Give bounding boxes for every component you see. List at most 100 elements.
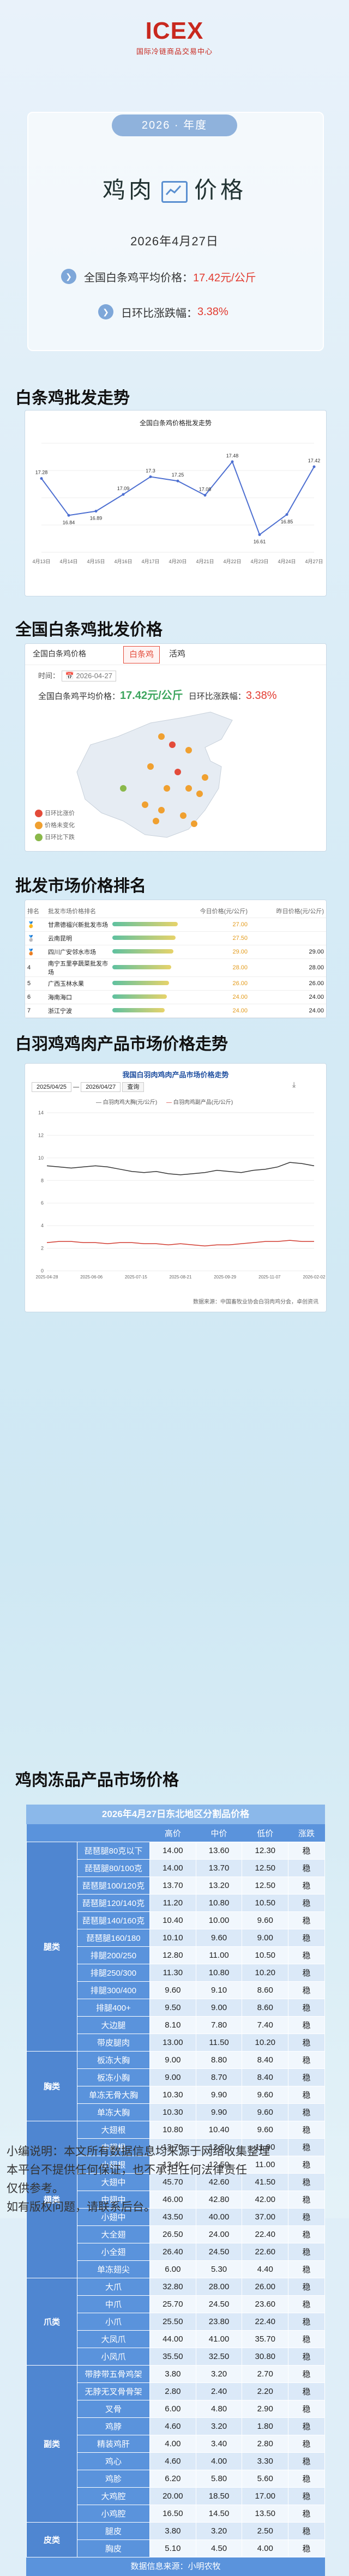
category-cell: 胸类 (26, 2051, 77, 2121)
price-cell: 稳 (288, 2034, 325, 2052)
wf-y-tick: 8 (41, 1178, 44, 1183)
download-icon[interactable]: ⤓ (292, 1080, 296, 1089)
price-cell: 稳 (288, 2400, 325, 2418)
price-cell: 25.70 (149, 2295, 196, 2313)
price-cell: 稳 (288, 2522, 325, 2540)
price-cell: 稳 (288, 2016, 325, 2034)
product-name-cell: 大鸡腔 (77, 2487, 150, 2505)
map-dot (185, 747, 192, 753)
price-cell: 3.20 (195, 2365, 243, 2383)
frozen-table-row: 单冻大胸 10.30 9.90 9.60 稳 (27, 2103, 325, 2121)
avg-price-row: ❯ 全国白条鸡平均价格： 17.42元/公斤 (61, 264, 256, 288)
price-cell: 3.20 (195, 2522, 243, 2540)
price-cell: 稳 (288, 2103, 325, 2121)
map-dot (174, 769, 181, 775)
price-cell: 5.10 (149, 2539, 196, 2557)
price-cell: 3.20 (195, 2417, 243, 2435)
product-name-cell: 琵琶腿140/160克 (77, 1911, 150, 1929)
product-name-cell: 单冻无骨大胸 (77, 2086, 150, 2104)
price-cell: 13.70 (149, 2138, 196, 2156)
price-cell: 20.00 (149, 2487, 196, 2505)
price-cell: 稳 (288, 2330, 325, 2348)
map-dot (202, 774, 208, 781)
product-name-cell: 琵琶腿120/140克 (77, 1894, 150, 1912)
whitefeather-source: 数据来源：中国畜牧业协会白羽肉鸡分会，卓创资讯 (193, 1299, 318, 1305)
price-cell: 稳 (288, 1999, 325, 2017)
trend-point (258, 533, 261, 536)
price-cell: 稳 (288, 1929, 325, 1947)
price-cell: 26.50 (149, 2225, 196, 2243)
price-cell: 稳 (288, 1964, 325, 1982)
product-name-cell: 大凤爪 (77, 2330, 150, 2348)
price-cell: 稳 (288, 1877, 325, 1895)
section-title-whitefeather: 白羽鸡鸡肉产品市场价格走势 (15, 1035, 228, 1053)
date-picker[interactable]: 📅 2026-04-27 (61, 671, 116, 681)
wf-x-tick: 2025-04-28 (36, 1275, 58, 1280)
price-cell: 25.50 (149, 2313, 196, 2331)
price-cell: 35.50 (149, 2348, 196, 2366)
avg-price-value: 17.42元/公斤 (193, 272, 256, 284)
price-cell: 稳 (288, 2243, 325, 2261)
trend-chart-card: 全国白条鸡价格批发走势 17.28 4月13日 16.84 4月14日 16.89 4月1… (25, 410, 327, 596)
date-range: 2025/04/25 — 2026/04/27 查询 (32, 1082, 145, 1092)
note-line-4: 如有版权问题，请联系后台。 (7, 2201, 155, 2213)
product-name-cell: 小鸡腔 (77, 2505, 150, 2523)
ranking-row: 6 海南海口 24.00 24.00 (25, 990, 326, 1004)
product-name-cell: 琵琶腿80/100克 (77, 1859, 150, 1877)
price-cell: 稳 (288, 2348, 325, 2366)
trend-x-tick: 4月23日 (250, 559, 268, 564)
price-cell: 稳 (288, 1894, 325, 1912)
price-cell: 12.50 (195, 2138, 243, 2156)
price-cell: 32.50 (195, 2348, 243, 2366)
frozen-table-row: 排腿250/300 11.30 10.80 10.20 稳 (27, 1964, 325, 1982)
tab-live-chicken[interactable]: 活鸡 (169, 649, 186, 659)
product-name-cell: 中爪 (77, 2295, 150, 2313)
frozen-table-row: 排腿200/250 12.80 11.00 10.50 稳 (27, 1946, 325, 1964)
date-to-input[interactable]: 2026/04/27 (81, 1082, 121, 1092)
note-line-2: 本平台不提供任何保证，也不承担任何法律责任 (7, 2164, 247, 2176)
price-cell: 22.40 (242, 2225, 289, 2243)
title-left: 鸡肉 (102, 177, 155, 203)
product-name-cell: 无脖无叉骨骨架 (77, 2382, 150, 2400)
title-right: 价格 (194, 177, 247, 203)
frozen-table-row: 琵琶腿100/120克 13.70 13.20 12.50 稳 (27, 1877, 325, 1895)
map-dot (180, 812, 186, 819)
wf-y-tick: 0 (41, 1268, 44, 1274)
tab-broiler[interactable]: 白条鸡 (123, 646, 160, 663)
price-cell: 3.40 (195, 2435, 243, 2453)
price-cell: 稳 (288, 2295, 325, 2313)
price-cell: 22.40 (242, 2313, 289, 2331)
price-cell: 30.80 (242, 2348, 289, 2366)
price-cell: 23.60 (242, 2295, 289, 2313)
price-cell: 22.60 (242, 2243, 289, 2261)
price-cell: 18.50 (195, 2487, 243, 2505)
wf-y-tick: 10 (38, 1155, 44, 1161)
price-cell: 8.40 (242, 2051, 289, 2069)
price-cell: 24.00 (195, 2225, 243, 2243)
map-legend: 日环比涨价 价格未变化 日环比下跌 (35, 807, 75, 843)
hero-date: 2026年4月27日 (130, 234, 219, 248)
price-cell: 稳 (288, 1842, 325, 1860)
price-cell: 10.50 (242, 1894, 289, 1912)
byproduct-price-line (46, 1240, 314, 1247)
frozen-table-caption: 2026年4月27日东北地区分割品价格 (26, 1805, 325, 1824)
query-button[interactable]: 查询 (122, 1082, 145, 1092)
product-name-cell: 琵琶腿80克以下 (77, 1842, 150, 1860)
chevron-right-icon: ❯ (98, 304, 113, 319)
price-cell: 稳 (288, 1981, 325, 1999)
time-label: 时间： (38, 672, 60, 680)
price-cell: 10.40 (149, 1911, 196, 1929)
trend-x-tick: 4月17日 (141, 559, 159, 564)
price-cell: 12.80 (149, 1946, 196, 1964)
price-cell: 42.00 (242, 2191, 289, 2209)
price-cell: 5.80 (195, 2470, 243, 2488)
price-cell: 3.30 (242, 2452, 289, 2470)
date-from-input[interactable]: 2025/04/25 (32, 1082, 72, 1092)
price-cell: 稳 (288, 2191, 325, 2209)
trend-chart-title: 全国白条鸡价格批发走势 (139, 419, 212, 427)
trend-point (176, 479, 179, 482)
price-cell: 13.40 (149, 2156, 196, 2174)
section-title-map: 全国白条鸡批发价格 (15, 621, 163, 639)
price-cell: 4.00 (195, 2452, 243, 2470)
whitefeather-line-chart: 0 2 4 6 8 10 12 14 2025-04-28 2025-06-06 2025-07-1… (36, 1110, 326, 1280)
